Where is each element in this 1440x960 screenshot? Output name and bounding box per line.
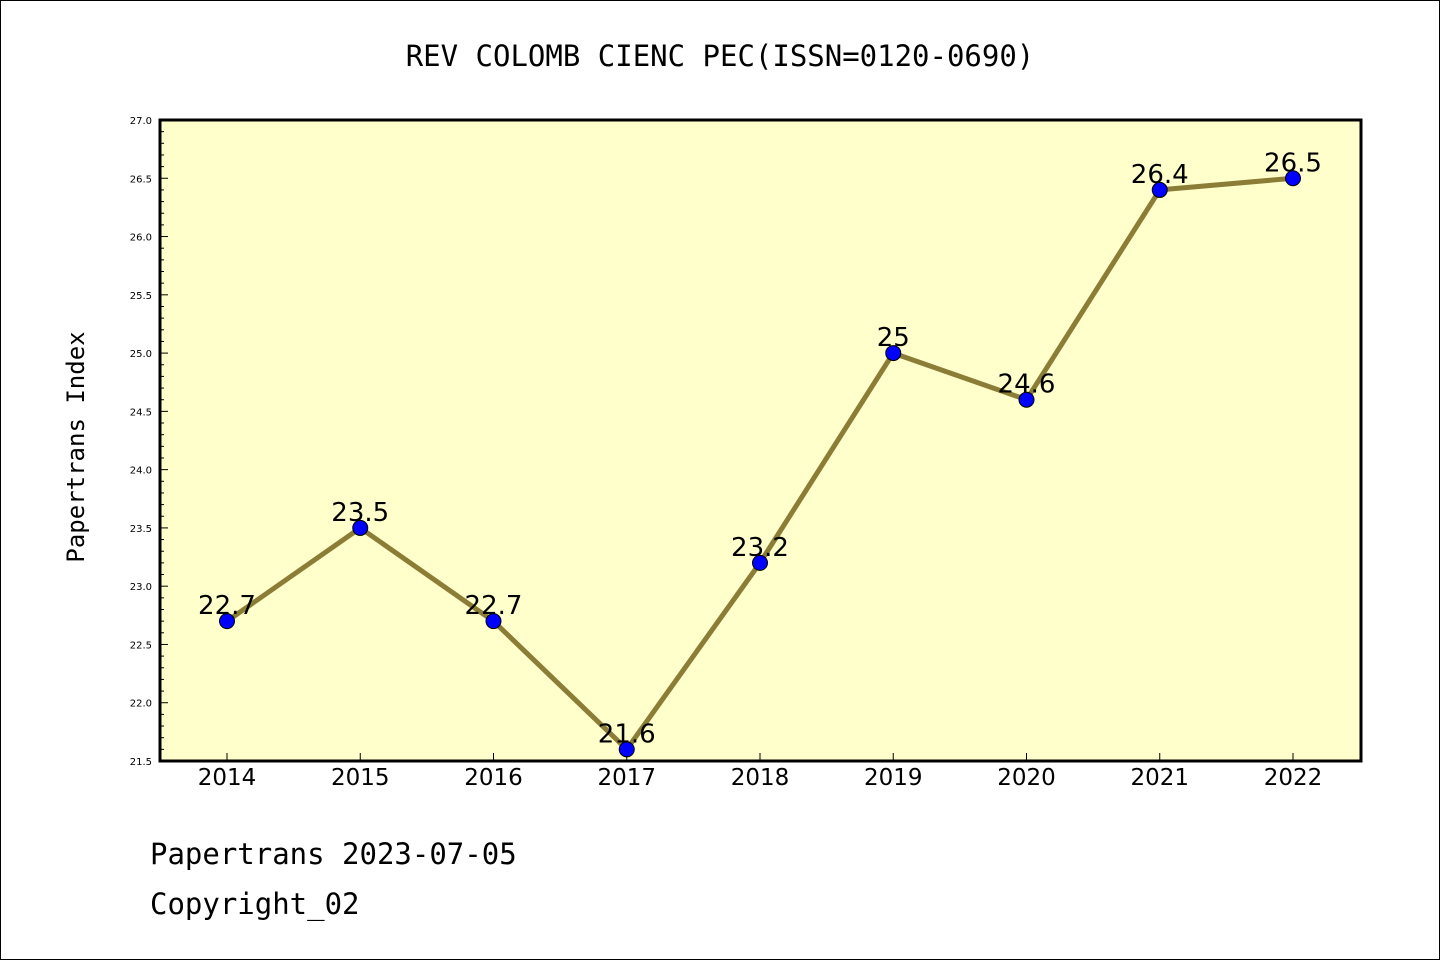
data-label: 23.2 [731, 533, 789, 563]
x-axis-ticks: 2014 2015 2016 2017 2018 2019 2020 2021 2022 [198, 753, 1323, 791]
data-point [352, 519, 369, 536]
chart-title: REV COLOMB CIENC PEC(ISSN=0120-0690) [406, 39, 1035, 73]
data-label: 26.4 [1131, 160, 1189, 190]
x-tick-label: 2018 [731, 765, 790, 791]
x-tick-label: 2014 [198, 765, 257, 791]
y-axis-label: Papertrans Index [62, 331, 90, 562]
y-tick-label: 24.5 [130, 407, 152, 418]
data-label: 22.7 [465, 591, 523, 621]
data-label: 26.5 [1264, 148, 1322, 178]
x-tick-label: 2016 [464, 765, 523, 791]
data-point [1151, 181, 1168, 198]
y-axis-ticks: 21.5 22.0 22.5 23.0 23.5 24.0 24.5 25.0 25.5 26.0… [130, 116, 168, 768]
data-point [618, 741, 635, 758]
x-tick-label: 2019 [864, 765, 923, 791]
y-tick-label: 26.5 [130, 174, 152, 185]
data-label: 25 [877, 323, 910, 353]
y-tick-label: 26.0 [130, 233, 152, 244]
x-tick-label: 2017 [597, 765, 656, 791]
y-tick-label: 21.5 [130, 757, 152, 768]
footer-copyright: Copyright_02 [150, 887, 360, 922]
data-label: 23.5 [331, 498, 389, 528]
data-point [485, 613, 502, 630]
y-tick-label: 23.5 [130, 524, 152, 535]
data-point [752, 554, 768, 571]
data-label: 21.6 [598, 719, 656, 749]
x-tick-label: 2021 [1130, 765, 1189, 791]
data-labels: 22.7 23.5 22.7 21.6 23.2 25 24.6 26.4 26.5 [198, 148, 1322, 749]
y-tick-label: 23.0 [130, 582, 152, 593]
data-label: 24.6 [998, 370, 1056, 400]
x-tick-label: 2022 [1264, 765, 1323, 791]
y-tick-label: 25.5 [130, 291, 152, 302]
data-point [219, 613, 235, 630]
data-points [219, 170, 1301, 758]
x-tick-label: 2015 [331, 765, 390, 791]
data-point [1018, 391, 1035, 408]
y-tick-label: 24.0 [130, 466, 152, 477]
data-point [885, 345, 902, 362]
y-tick-label: 22.0 [130, 699, 152, 710]
footer-date: Papertrans 2023-07-05 [150, 837, 517, 871]
x-tick-label: 2020 [997, 765, 1056, 791]
y-tick-label: 25.0 [130, 349, 152, 360]
y-tick-label: 27.0 [130, 116, 152, 127]
plot-area [158, 118, 1363, 763]
data-point [1285, 170, 1301, 187]
y-tick-label: 22.5 [130, 640, 152, 651]
data-label: 22.7 [198, 591, 256, 621]
